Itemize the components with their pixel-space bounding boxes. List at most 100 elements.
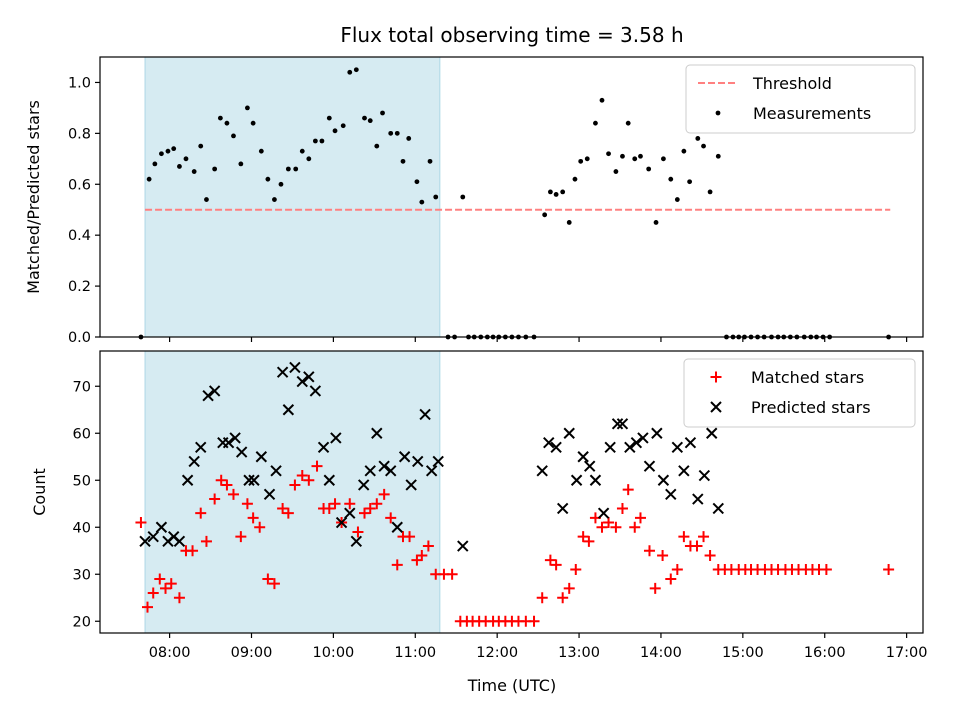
data-point-dot: [326, 115, 332, 121]
data-point-x: [276, 366, 289, 378]
data-point-plus: [634, 512, 646, 524]
legend-label: Predicted stars: [751, 398, 871, 417]
y-tick-label: 60: [73, 426, 91, 442]
data-point-plus: [235, 531, 247, 543]
data-point-x: [229, 432, 241, 444]
data-point-x: [378, 460, 390, 472]
data-point-x: [583, 460, 596, 472]
y-tick-label: 20: [73, 614, 91, 630]
data-point-x: [671, 441, 684, 454]
data-point-plus: [570, 564, 582, 576]
data-point-x: [255, 451, 268, 463]
series-x-points: [139, 361, 724, 552]
legend-label: Matched stars: [751, 368, 864, 387]
data-point-dot: [460, 194, 466, 200]
data-point-dot: [217, 115, 223, 121]
y-tick-label: 50: [73, 473, 91, 489]
data-point-dot: [146, 176, 152, 182]
legend-label: Threshold: [752, 74, 832, 93]
data-point-plus: [289, 479, 301, 491]
data-point-x: [263, 488, 276, 501]
data-point-plus: [262, 573, 274, 585]
data-point-plus: [187, 545, 199, 557]
data-point-x: [323, 474, 336, 486]
data-point-dot: [191, 169, 197, 174]
data-point-plus: [221, 479, 233, 491]
bottom-panel-frame: [99, 350, 924, 634]
data-point-plus: [622, 484, 634, 496]
data-point-dot: [593, 120, 598, 126]
data-point-dot: [701, 143, 706, 149]
top-panel-frame: [99, 56, 924, 338]
y-tick-label: 1.0: [68, 75, 91, 91]
top-panel-legend: Threshold Measurements: [685, 64, 916, 134]
y-tick-label: 0.0: [68, 330, 91, 346]
data-point-x: [147, 530, 159, 543]
data-point-dot: [159, 151, 164, 157]
data-point-plus: [671, 564, 683, 576]
y-tick-label: 30: [73, 567, 91, 583]
data-point-x: [282, 404, 295, 416]
data-point-x: [235, 446, 248, 458]
data-point-dot: [306, 156, 312, 162]
data-point-plus: [154, 573, 166, 585]
data-point-plus: [446, 568, 458, 580]
data-point-x: [698, 469, 711, 482]
x-tick-label: 09:00: [231, 645, 273, 661]
data-point-x: [202, 389, 214, 402]
data-point-x: [208, 385, 221, 397]
data-point-dot: [258, 148, 264, 154]
data-point-dot: [560, 189, 566, 195]
data-point-plus: [227, 488, 239, 500]
data-point-dot: [272, 197, 277, 202]
data-point-dot: [620, 153, 625, 159]
data-point-dot: [388, 130, 394, 136]
data-point-dot: [433, 194, 439, 200]
x-tick-label: 10:00: [312, 645, 354, 661]
data-point-plus: [704, 549, 716, 561]
data-point-x: [398, 451, 411, 463]
data-point-x: [630, 436, 643, 449]
x-tick-label: 13:00: [558, 645, 600, 661]
y-tick-label: 0.2: [68, 279, 91, 295]
data-point-x: [344, 507, 356, 519]
data-point-dot: [414, 179, 420, 185]
data-point-dot: [572, 176, 578, 182]
shaded-observing-span: [144, 56, 441, 338]
data-point-x: [248, 474, 260, 486]
data-point-plus: [371, 498, 383, 510]
data-point-dot: [681, 148, 687, 154]
data-point-plus: [344, 498, 356, 510]
y-tick-label: 0.6: [68, 177, 91, 193]
data-point-plus: [247, 512, 259, 524]
data-point-x: [563, 427, 575, 439]
data-point-plus: [691, 540, 703, 552]
data-point-x: [692, 493, 704, 505]
data-point-dot: [646, 166, 652, 172]
data-point-x: [657, 474, 670, 486]
data-point-dot: [613, 169, 619, 174]
bottom-panel-legend: Matched stars Predicted stars: [683, 358, 916, 428]
data-point-dot: [707, 189, 713, 195]
data-point-dot: [638, 153, 643, 159]
data-point-plus: [160, 582, 172, 594]
data-point-plus: [209, 493, 221, 505]
data-point-x: [139, 535, 151, 548]
data-point-plus: [610, 521, 622, 533]
data-point-plus: [528, 615, 540, 627]
data-point-dot: [625, 120, 631, 126]
data-point-dot: [212, 166, 218, 172]
data-point-x: [543, 436, 555, 449]
data-point-dot: [715, 153, 721, 159]
data-point-dot: [152, 161, 158, 167]
data-point-plus: [583, 535, 595, 547]
data-point-plus: [378, 488, 390, 500]
data-point-x: [616, 418, 629, 430]
legend-box: [685, 64, 916, 134]
data-point-dot: [332, 128, 338, 134]
data-point-dot: [362, 115, 367, 121]
y-tick-label: 70: [73, 379, 91, 395]
data-point-plus: [352, 526, 364, 538]
data-point-plus: [820, 564, 832, 576]
data-point-plus: [296, 470, 308, 482]
